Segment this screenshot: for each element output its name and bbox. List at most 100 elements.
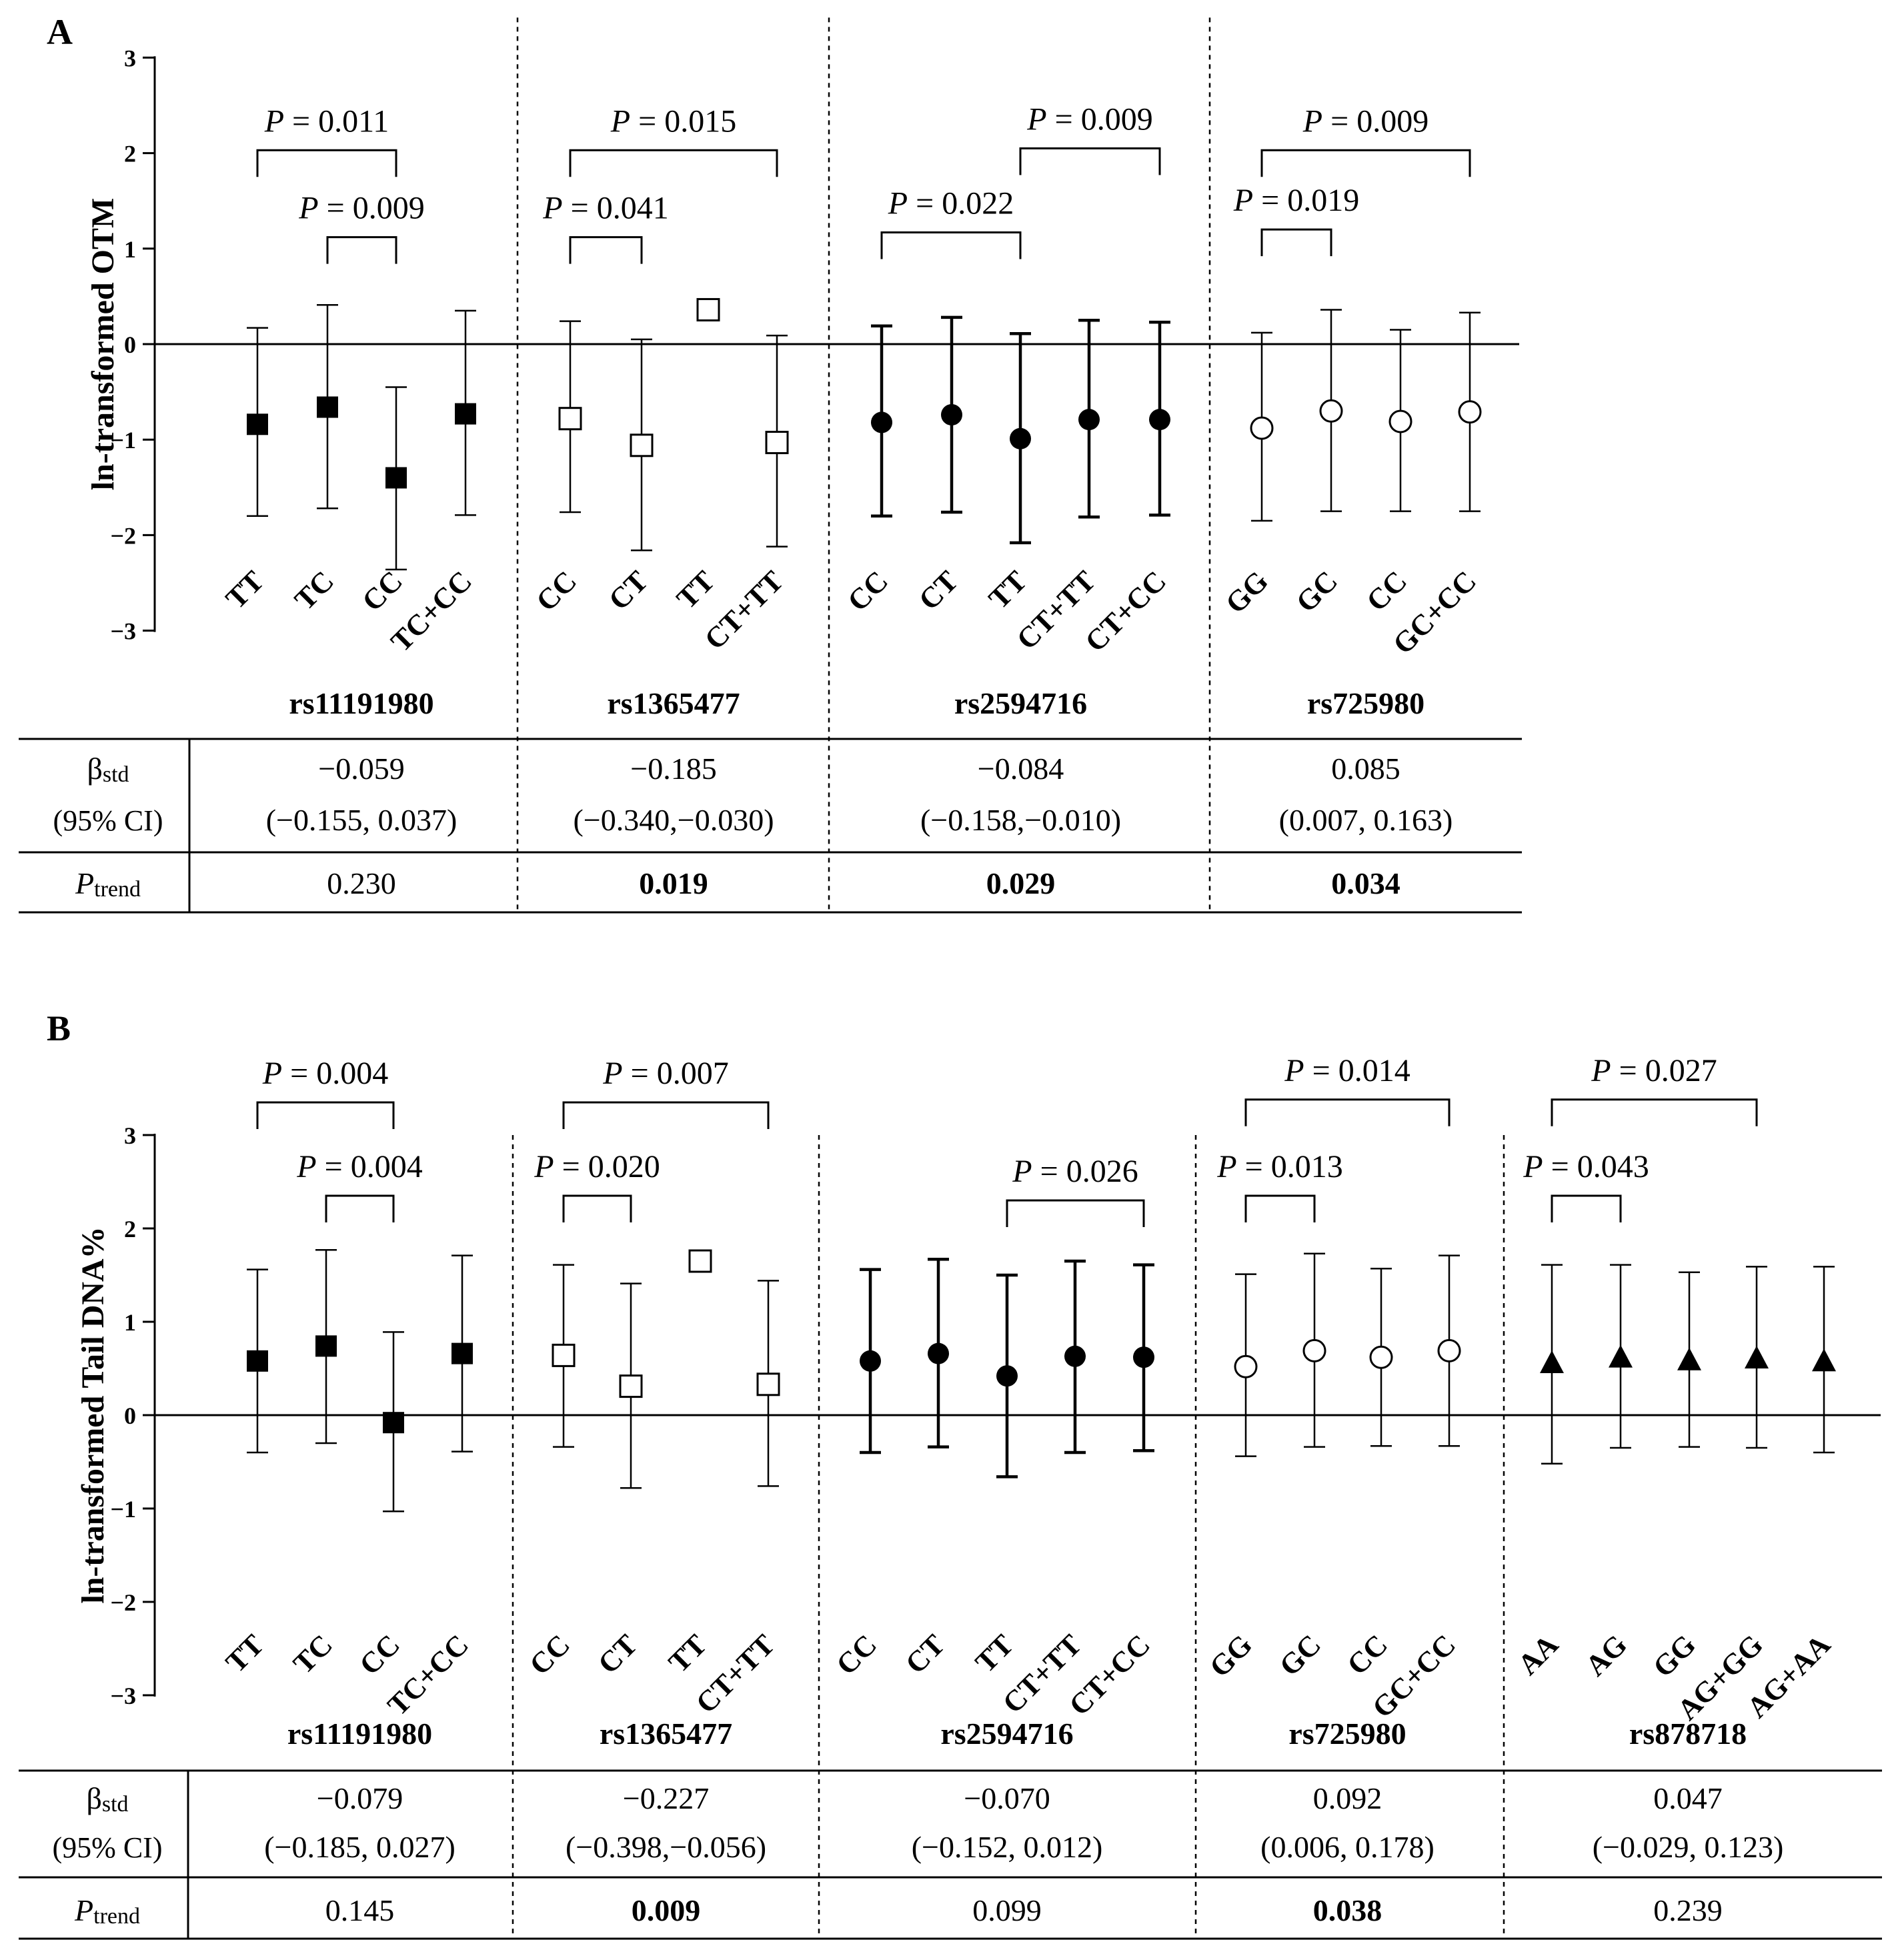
data-point-gg — [1234, 1354, 1258, 1378]
p-value-annotation: P = 0.026 — [1012, 1154, 1138, 1189]
ci-header: (95% CI) — [53, 1831, 163, 1864]
beta-value: −0.227 — [623, 1781, 709, 1815]
snp-name: rs2594716 — [954, 686, 1087, 720]
p-trend-value: 0.009 — [632, 1893, 701, 1927]
beta-header: βstd — [86, 1781, 128, 1817]
data-point-cc — [871, 411, 892, 433]
snp-name: rs725980 — [1307, 686, 1425, 720]
significance-bracket — [256, 1101, 395, 1129]
data-point-tc-plus-cc — [455, 403, 476, 425]
data-point-gc — [1302, 1338, 1326, 1362]
p-trend-value: 0.239 — [1653, 1893, 1723, 1927]
data-point-ct — [619, 1374, 643, 1398]
data-point-tc — [315, 1335, 337, 1357]
significance-bracket — [1244, 1194, 1316, 1222]
y-tick-label: −1 — [110, 1496, 136, 1523]
beta-value: 0.085 — [1331, 752, 1400, 786]
p-trend-header: Ptrend — [75, 866, 141, 902]
significance-bracket — [880, 231, 1022, 259]
data-point-ct-plus-tt — [1078, 409, 1100, 431]
data-point-tc-plus-cc — [451, 1342, 473, 1364]
p-value-annotation: P = 0.020 — [534, 1149, 660, 1184]
significance-bracket — [569, 149, 778, 177]
y-tick-label: −2 — [110, 522, 136, 549]
beta-value: −0.084 — [978, 752, 1064, 786]
y-tick-label: 0 — [124, 1402, 136, 1429]
y-tick-label: −3 — [110, 618, 136, 645]
snp-name: rs1365477 — [600, 1717, 732, 1751]
panel-letter: B — [47, 1008, 71, 1048]
beta-value: −0.185 — [630, 752, 716, 786]
p-value-annotation: P = 0.014 — [1284, 1053, 1410, 1088]
data-point-ct-plus-tt — [756, 1372, 780, 1396]
p-value-annotation: P = 0.011 — [264, 103, 389, 139]
data-point-cc — [385, 467, 407, 489]
ci-value: (−0.155, 0.037) — [266, 803, 457, 837]
beta-value: −0.070 — [964, 1781, 1050, 1815]
data-point-cc — [552, 1343, 576, 1367]
p-value-annotation: P = 0.019 — [1233, 183, 1359, 218]
data-point-cc — [1388, 409, 1412, 433]
data-point-ag-plus-gg — [1745, 1346, 1769, 1368]
beta-header: βstd — [87, 752, 129, 787]
y-tick-label: 0 — [124, 331, 136, 358]
p-value-annotation: P = 0.013 — [1216, 1149, 1342, 1184]
significance-bracket — [1551, 1194, 1622, 1222]
data-point-tt — [247, 413, 268, 435]
p-value-annotation: P = 0.007 — [602, 1056, 728, 1091]
p-value-annotation: P = 0.009 — [1026, 101, 1152, 137]
data-point-tt — [996, 1365, 1018, 1387]
significance-bracket — [562, 1194, 632, 1222]
significance-bracket — [1260, 228, 1332, 257]
ci-value: (−0.185, 0.027) — [264, 1830, 455, 1864]
data-point-gg — [1677, 1347, 1701, 1370]
p-value-annotation: P = 0.009 — [298, 191, 424, 226]
snp-name: rs1365477 — [607, 686, 740, 720]
data-point-ct — [928, 1342, 949, 1364]
data-point-cc — [1369, 1345, 1393, 1369]
p-trend-value: 0.019 — [639, 866, 708, 900]
data-point-gg — [1250, 416, 1274, 440]
p-value-annotation: P = 0.015 — [610, 103, 736, 139]
data-point-ct — [941, 403, 962, 425]
significance-bracket — [325, 1194, 395, 1222]
y-tick-label: −1 — [110, 427, 136, 453]
p-trend-value: 0.145 — [325, 1893, 395, 1927]
data-point-tc — [317, 396, 338, 418]
p-value-annotation: P = 0.043 — [1523, 1149, 1649, 1184]
y-tick-label: 1 — [124, 236, 136, 263]
beta-value: −0.079 — [317, 1781, 403, 1815]
data-point-cc — [860, 1350, 881, 1372]
y-axis-label: ln-transformed Tail DNA% — [75, 1226, 111, 1603]
data-point-ct-plus-cc — [1133, 1346, 1154, 1368]
data-point-tt — [1010, 427, 1031, 449]
p-value-annotation: P = 0.004 — [262, 1056, 388, 1091]
snp-name: rs11191980 — [287, 1717, 432, 1751]
significance-bracket — [1006, 1199, 1145, 1227]
ci-header: (95% CI) — [53, 804, 163, 837]
panel-letter: A — [47, 12, 73, 52]
y-axis-label: ln-transformed OTM — [85, 198, 121, 491]
p-trend-value: 0.029 — [986, 866, 1056, 900]
p-trend-value: 0.034 — [1331, 866, 1400, 900]
significance-bracket — [569, 236, 643, 264]
y-tick-label: −3 — [110, 1683, 136, 1709]
y-tick-label: 2 — [124, 1216, 136, 1242]
p-trend-value: 0.230 — [327, 866, 396, 900]
data-point-tt — [696, 297, 720, 321]
ci-value: (0.006, 0.178) — [1260, 1830, 1435, 1864]
data-point-gc-plus-cc — [1437, 1338, 1461, 1362]
y-tick-label: 1 — [124, 1309, 136, 1336]
data-point-cc — [383, 1412, 404, 1434]
beta-value: 0.047 — [1653, 1781, 1723, 1815]
ci-value: (−0.340,−0.030) — [573, 803, 774, 837]
significance-bracket — [1244, 1098, 1451, 1126]
significance-bracket — [1019, 147, 1161, 175]
p-trend-value: 0.038 — [1313, 1893, 1382, 1927]
p-trend-value: 0.099 — [972, 1893, 1042, 1927]
p-trend-header: Ptrend — [74, 1893, 140, 1929]
p-value-annotation: P = 0.041 — [542, 191, 668, 226]
